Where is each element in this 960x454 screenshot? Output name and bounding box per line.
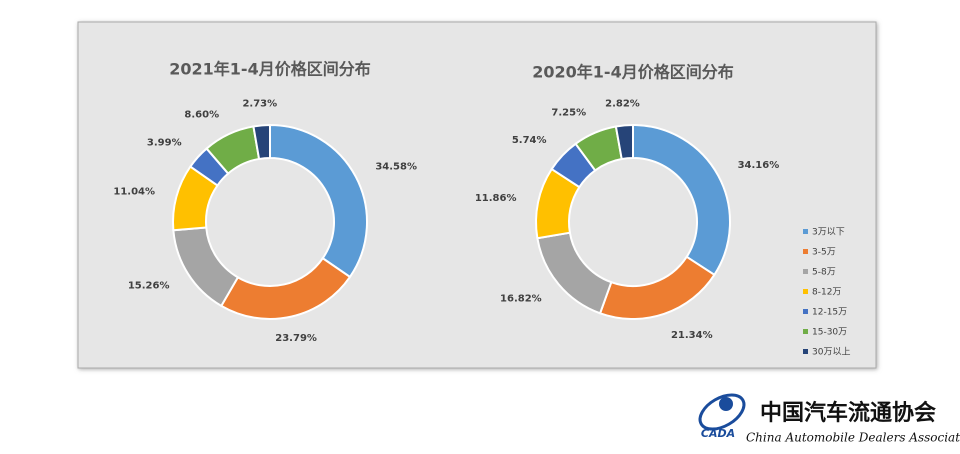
chart-title: 2021年1-4月价格区间分布 [169, 60, 370, 79]
legend-label: 8-12万 [812, 288, 841, 298]
data-label: 5.74% [512, 135, 547, 146]
donut-slice [632, 123, 731, 277]
data-label: 11.04% [113, 186, 155, 197]
data-label: 34.58% [375, 162, 417, 173]
data-label: 2.82% [605, 98, 640, 109]
logo: CADA 中国汽车流通协会 China Automobile Dealers A… [698, 393, 960, 445]
data-label: 15.26% [128, 281, 170, 292]
donut-slice [269, 123, 368, 279]
legend-label: 3-5万 [812, 248, 836, 258]
data-label: 3.99% [147, 137, 182, 148]
data-label: 34.16% [738, 160, 780, 171]
donut-slice [252, 123, 271, 161]
legend-swatch [803, 349, 808, 354]
data-label: 11.86% [475, 193, 517, 204]
data-label: 8.60% [184, 109, 219, 120]
data-label: 2.73% [242, 98, 277, 109]
logo-swoosh [698, 393, 746, 431]
legend-swatch [803, 229, 808, 234]
legend-label: 5-8万 [812, 268, 836, 278]
logo-dot [719, 397, 733, 411]
logo-mark: CADA [701, 427, 735, 440]
data-label: 21.34% [671, 330, 713, 341]
legend-swatch [803, 269, 808, 274]
data-label: 7.25% [551, 108, 586, 119]
chart-title: 2020年1-4月价格区间分布 [532, 63, 733, 82]
legend-label: 12-15万 [812, 308, 847, 318]
legend-label: 3万以下 [812, 228, 845, 238]
legend-label: 30万以上 [812, 347, 850, 358]
donut-slice [614, 123, 634, 161]
data-label: 23.79% [275, 333, 317, 344]
legend-label: 15-30万 [812, 328, 847, 338]
legend-swatch [803, 309, 808, 314]
legend-swatch [803, 329, 808, 334]
legend-swatch [803, 249, 808, 254]
data-label: 16.82% [500, 293, 542, 304]
logo-english: China Automobile Dealers Association [746, 431, 960, 445]
legend-swatch [803, 289, 808, 294]
logo-name: 中国汽车流通协会 [760, 400, 936, 426]
